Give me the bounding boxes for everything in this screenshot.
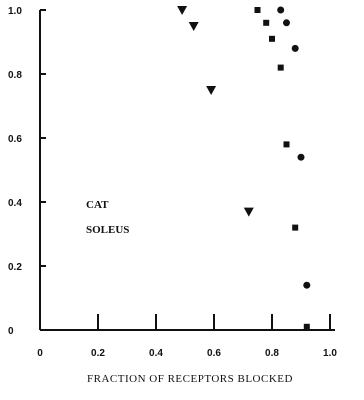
y-tick-label: 0.2 (8, 262, 22, 273)
y-tick-label: 0.6 (8, 134, 22, 145)
x-axis-title: FRACTION OF RECEPTORS BLOCKED (87, 373, 293, 385)
x-tick-label: 1.0 (323, 348, 337, 359)
data-points (177, 6, 311, 330)
x-axis-ticks: 0 0.2 0.4 0.6 0.8 1.0 (37, 314, 337, 359)
triangle-point (243, 207, 254, 217)
square-point (269, 35, 275, 42)
circle-point (297, 153, 305, 161)
y-tick-label: 1.0 (8, 6, 22, 17)
triangle-point (206, 86, 217, 95)
x-tick-label: 0 (37, 348, 43, 359)
y-tick-label: 0 (8, 326, 14, 337)
annotation-cat: CAT (86, 199, 109, 211)
y-axis-ticks: 0 0.2 0.4 0.6 0.8 1.0 (8, 6, 46, 337)
square-point (303, 323, 310, 330)
square-point (292, 224, 299, 231)
triangle-point (177, 6, 188, 15)
square-point (254, 7, 261, 13)
triangle-point (188, 22, 199, 31)
y-tick-label: 0.8 (8, 70, 22, 81)
circle-point (291, 44, 299, 52)
circle-point (277, 6, 285, 14)
square-point (283, 141, 290, 148)
circle-point (303, 281, 311, 289)
square-point (277, 64, 284, 71)
circle-point (283, 19, 290, 27)
x-tick-label: 0.2 (91, 348, 105, 359)
x-tick-label: 0.8 (265, 348, 279, 359)
annotation-soleus: SOLEUS (86, 224, 129, 236)
square-point (263, 19, 270, 26)
y-tick-label: 0.4 (8, 198, 22, 209)
x-tick-label: 0.6 (207, 348, 221, 359)
x-tick-label: 0.4 (149, 348, 163, 359)
